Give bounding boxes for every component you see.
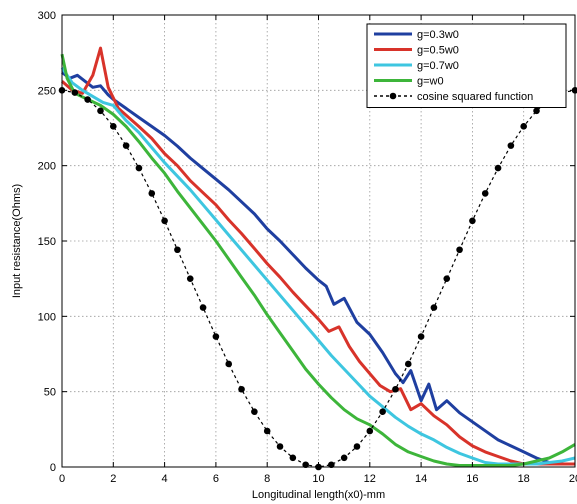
series-point-cosine-squared-function <box>353 443 361 450</box>
series-point-cosine-squared-function <box>251 408 258 416</box>
series-point-cosine-squared-function <box>456 246 463 254</box>
x-axis-ticks: 0 2 4 6 8 10 12 14 16 18 20 <box>59 15 577 485</box>
legend: g=0.3w0 g=0.5w0 g=0.7w0 g=w0 cosine squared … <box>366 23 567 108</box>
series-point-cosine-squared-function <box>404 360 412 368</box>
series-point-cosine-squared-function <box>199 304 207 311</box>
y-tick-label: 250 <box>38 85 56 97</box>
series-point-cosine-squared-function <box>328 461 335 469</box>
x-axis-label: Longitudinal length(x0)-mm <box>252 489 385 501</box>
series-point-cosine-squared-function <box>520 123 527 130</box>
x-tick-label: 6 <box>213 473 219 485</box>
series-point-cosine-squared-function <box>430 304 438 311</box>
x-tick-label: 4 <box>162 473 168 485</box>
y-axis-label: Input resistance(Ohms) <box>11 184 23 298</box>
x-tick-label: 18 <box>518 473 530 485</box>
series-point-cosine-squared-function <box>84 96 91 103</box>
series-line-g-0-5w0 <box>61 46 575 466</box>
y-tick-label: 300 <box>38 10 56 22</box>
x-tick-label: 8 <box>264 473 270 485</box>
y-tick-label: 100 <box>38 311 56 323</box>
series-point-cosine-squared-function <box>443 275 451 282</box>
series-point-cosine-squared-function <box>481 190 489 197</box>
series-point-cosine-squared-function <box>161 217 168 225</box>
x-tick-label: 2 <box>110 473 116 485</box>
series-point-cosine-squared-function <box>507 142 515 149</box>
legend-marker-cosine-squared-function <box>389 92 397 100</box>
legend-label-g-0-5w0: g=0.5w0 <box>417 45 459 57</box>
series-point-cosine-squared-function <box>469 217 476 225</box>
series-point-cosine-squared-function <box>110 123 117 130</box>
series-layer <box>58 46 577 471</box>
series-point-cosine-squared-function <box>379 408 386 416</box>
series-point-cosine-squared-function <box>263 427 271 435</box>
x-tick-label: 20 <box>569 473 577 485</box>
y-tick-label: 200 <box>38 161 56 173</box>
series-point-cosine-squared-function <box>494 164 502 172</box>
legend-label-g-w0: g=w0 <box>417 76 444 88</box>
series-point-cosine-squared-function <box>340 454 348 462</box>
x-tick-label: 16 <box>466 473 478 485</box>
x-tick-label: 12 <box>364 473 376 485</box>
series-point-cosine-squared-function <box>186 275 194 282</box>
series-point-cosine-squared-function <box>289 454 297 462</box>
y-axis-ticks: 0 50 100 150 200 250 300 <box>38 10 575 474</box>
series-point-cosine-squared-function <box>392 385 399 393</box>
series-point-cosine-squared-function <box>174 246 181 254</box>
series-point-cosine-squared-function <box>417 333 425 340</box>
y-tick-label: 50 <box>44 387 56 399</box>
series-point-cosine-squared-function <box>302 461 309 469</box>
x-tick-label: 14 <box>415 473 427 485</box>
y-tick-label: 150 <box>38 236 56 248</box>
series-point-cosine-squared-function <box>366 427 374 435</box>
series-point-cosine-squared-function <box>225 360 233 368</box>
legend-label-cosine-squared-function: cosine squared function <box>417 91 533 103</box>
series-point-cosine-squared-function <box>148 190 156 197</box>
x-tick-label: 0 <box>59 473 65 485</box>
legend-label-g-0-3w0: g=0.3w0 <box>417 29 459 41</box>
y-tick-label: 0 <box>50 462 56 474</box>
series-point-cosine-squared-function <box>276 443 284 450</box>
series-line-g-w0 <box>60 53 576 467</box>
series-line-cosine-squared-function <box>61 89 576 468</box>
x-tick-label: 10 <box>312 473 324 485</box>
series-line-g-0-7w0 <box>60 66 576 466</box>
series-point-cosine-squared-function <box>122 142 130 149</box>
legend-label-g-0-7w0: g=0.7w0 <box>417 60 459 72</box>
series-point-cosine-squared-function <box>135 164 143 172</box>
series-point-cosine-squared-function <box>97 107 104 115</box>
series-point-cosine-squared-function <box>533 107 540 115</box>
series-line-g-0-3w0 <box>61 71 575 466</box>
grid-lines <box>62 15 575 467</box>
series-point-cosine-squared-function <box>238 385 245 393</box>
series-point-cosine-squared-function <box>212 333 220 340</box>
series-point-cosine-squared-function <box>71 89 79 96</box>
